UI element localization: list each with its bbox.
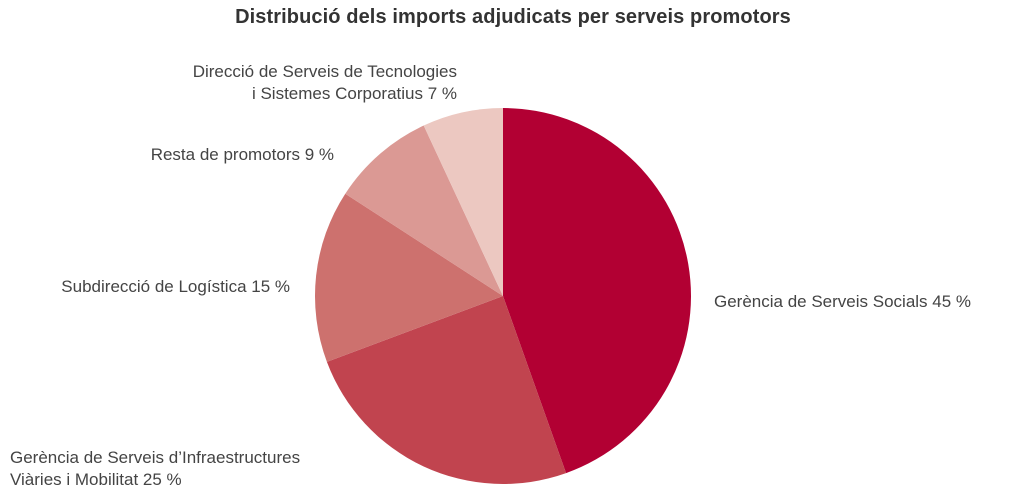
pie-slice-label-line: i Sistemes Corporatius 7 % [252, 84, 457, 103]
pie-slice-label-line: Resta de promotors 9 % [151, 145, 334, 164]
pie-labels: Gerència de Serveis Socials 45 % Gerència… [10, 62, 971, 489]
pie-slice-label-1: Gerència de Serveis Socials 45 % [714, 292, 971, 311]
pie-slice-label-line: Gerència de Serveis Socials 45 % [714, 292, 971, 311]
pie-slice-3 [315, 193, 503, 362]
pie-slice-1 [503, 108, 691, 474]
pie-slice-5 [423, 108, 503, 296]
pie-slice-2 [326, 296, 567, 484]
chart-title: Distribució dels imports adjudicats per … [235, 6, 791, 28]
pie-slice-label-3: Subdirecció de Logística 15 % [61, 277, 290, 296]
pie-slice-label-line: Direcció de Serveis de Tecnologies [193, 62, 457, 81]
pie-slice-label-5: Direcció de Serveis de Tecnologies i Sist… [193, 62, 457, 103]
pie-slice-label-line: Subdirecció de Logística 15 % [61, 277, 290, 296]
pie-slice-label-line: Gerència de Serveis d’Infraestructures [10, 448, 300, 467]
pie-slice-label-2: Gerència de Serveis d’Infraestructures Vi… [10, 448, 300, 489]
pie-slices [315, 108, 691, 484]
pie-slice-4 [345, 125, 503, 296]
pie-slice-label-4: Resta de promotors 9 % [151, 145, 334, 164]
pie-slice-label-line: Viàries i Mobilitat 25 % [10, 470, 182, 489]
